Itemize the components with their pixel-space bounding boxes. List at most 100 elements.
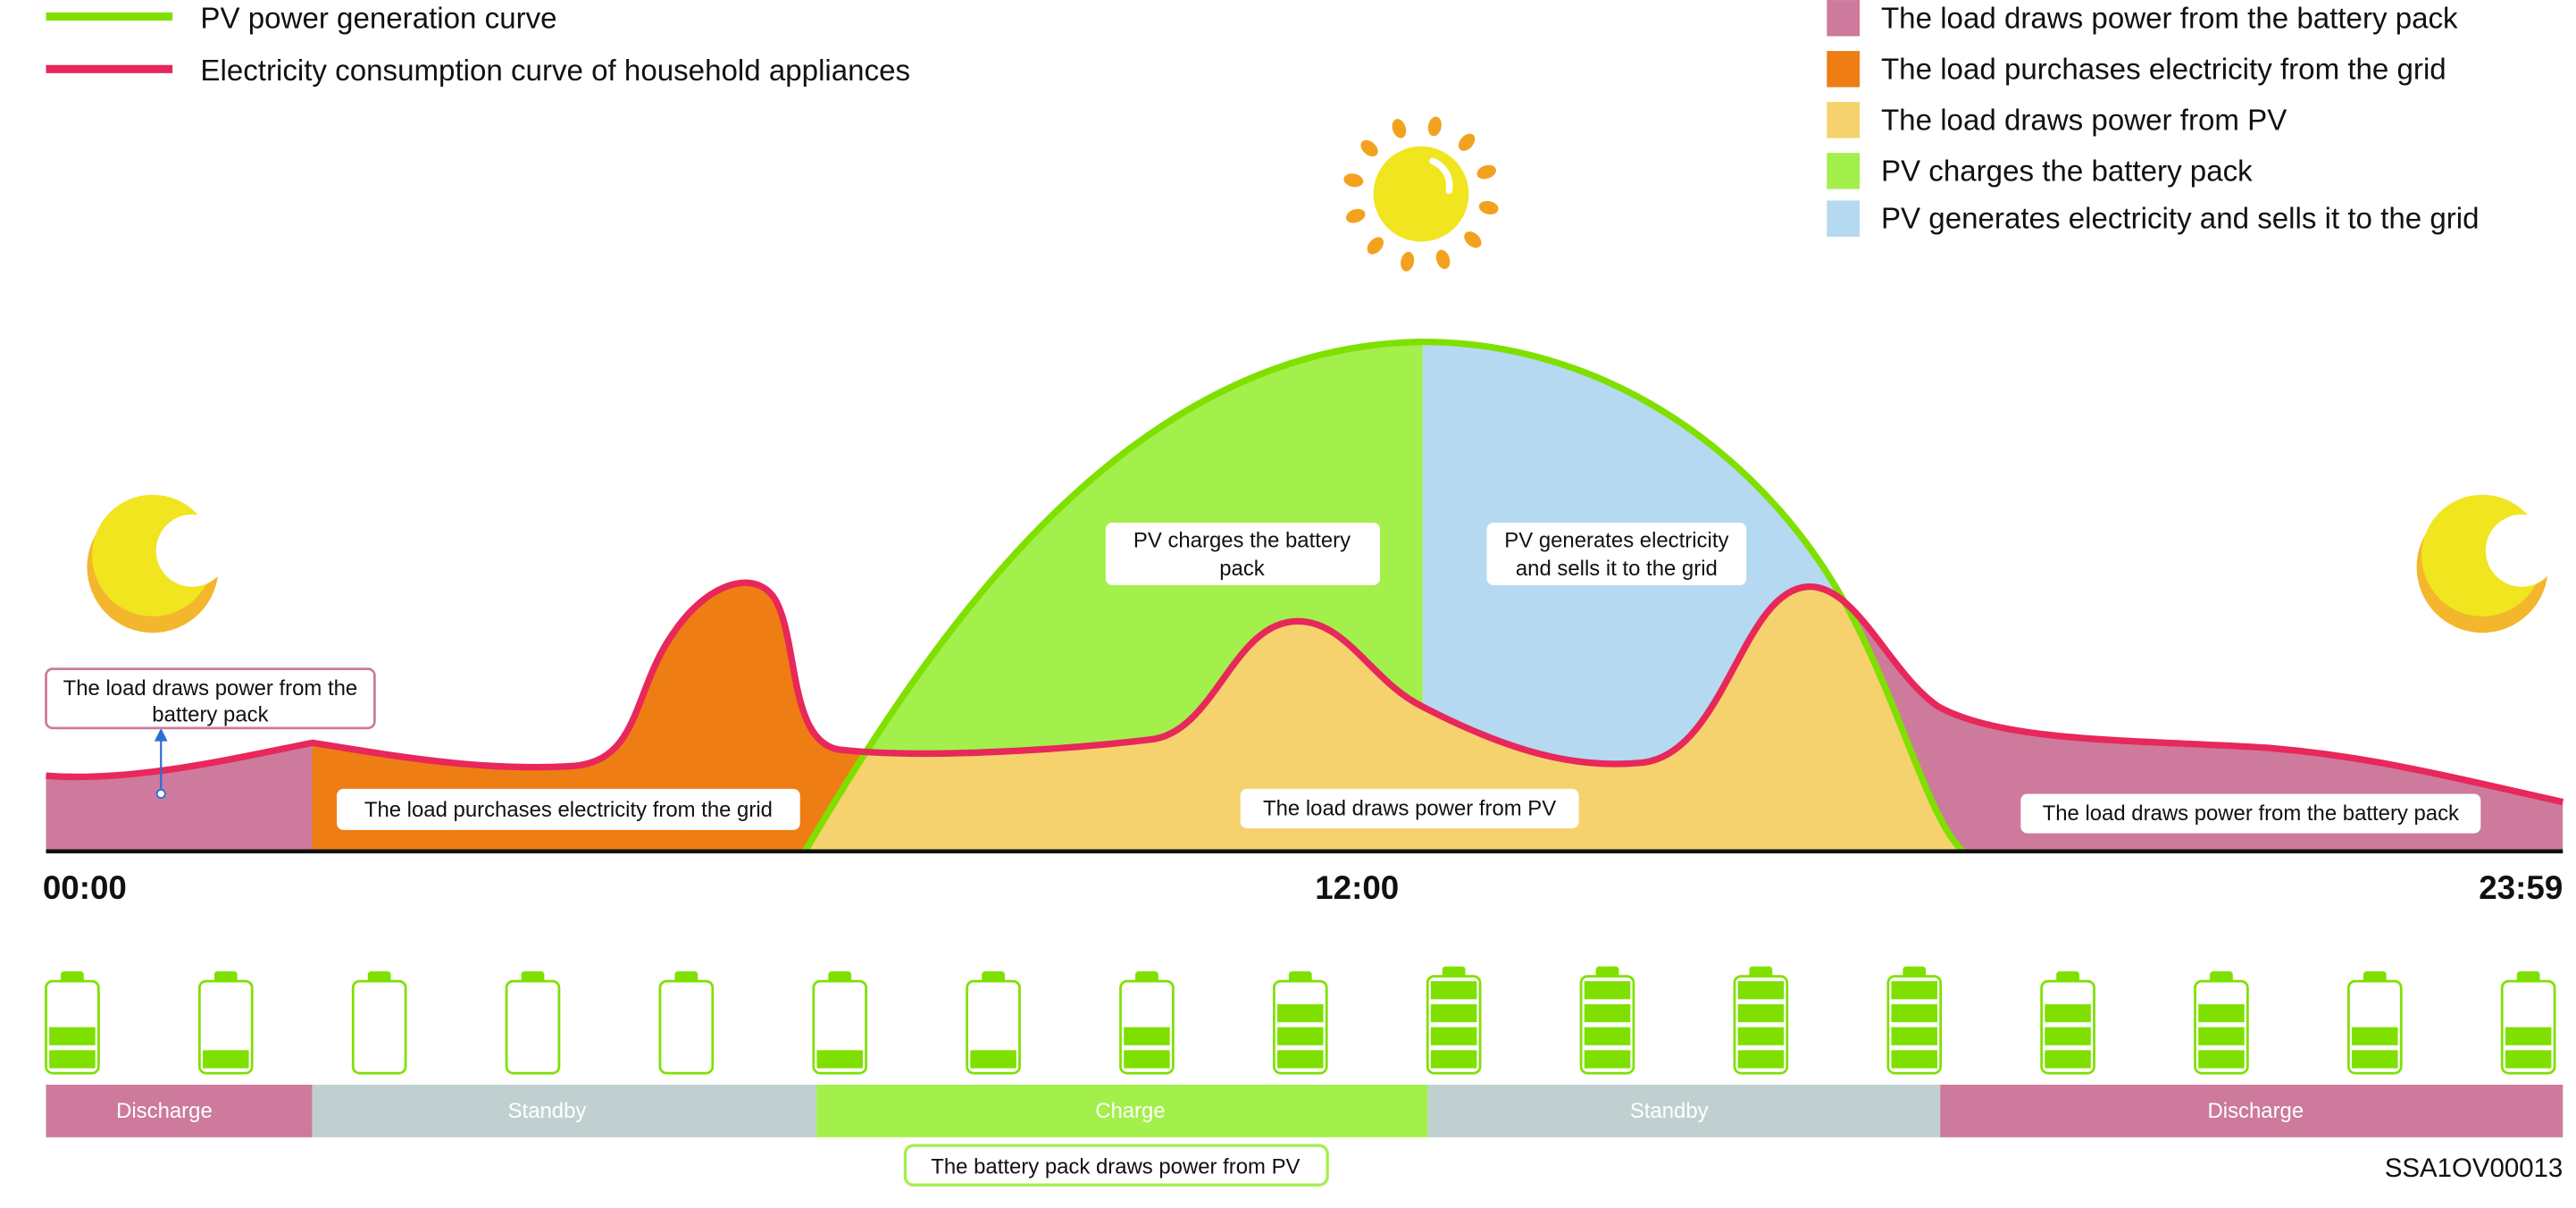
battery-level-segment <box>1891 981 1937 1000</box>
battery-icon <box>2040 971 2095 1075</box>
battery-icon <box>1733 966 1789 1075</box>
battery-icon <box>2346 971 2403 1075</box>
battery-level-segment <box>1737 981 1785 1000</box>
battery-row <box>45 966 2556 1075</box>
battery-level-segment <box>1430 1027 1477 1045</box>
label-text: The load draws power from the battery pa… <box>2043 801 2459 826</box>
battery-icon <box>658 971 715 1075</box>
battery-level-segment <box>2198 1027 2245 1045</box>
label-text: pack <box>1219 557 1265 581</box>
pv-legend-label: PV power generation curve <box>200 2 556 35</box>
arrow-up-icon <box>154 727 168 742</box>
battery-level-segment <box>203 1050 249 1069</box>
battery-icon <box>812 971 868 1075</box>
battery-icon <box>197 971 254 1075</box>
battery-level-segment <box>1891 1050 1937 1069</box>
battery-level-segment <box>2045 1050 2091 1069</box>
battery-level-segment <box>2352 1050 2398 1069</box>
battery-icon <box>1886 966 1943 1075</box>
sun-ray <box>1478 200 1499 214</box>
status-standby-2 <box>1427 1084 1941 1137</box>
legend-label-battery-load: The load draws power from the battery pa… <box>1881 2 2458 35</box>
battery-level-segment <box>2198 1003 2245 1023</box>
legend-label-pv-charge: PV charges the battery pack <box>1881 155 2253 188</box>
sun-ray <box>1367 237 1384 255</box>
label-text: PV generates electricity <box>1504 529 1728 553</box>
legend-label-grid-purchase: The load purchases electricity from the … <box>1881 53 2446 86</box>
sun-ray <box>1343 173 1364 188</box>
label-grid: The load purchases electricity from the … <box>337 788 800 830</box>
battery-level-segment <box>2045 1027 2091 1045</box>
battery-level-segment <box>1584 1050 1631 1069</box>
label-text: PV charges the battery <box>1133 529 1351 553</box>
status-discharge-2 <box>1940 1084 2563 1137</box>
status-standby-1 <box>312 1084 817 1137</box>
sun-ray <box>1464 231 1482 248</box>
battery-level-segment <box>1430 1050 1477 1069</box>
pv-generation-curve <box>802 338 1966 854</box>
battery-icon <box>1119 971 1175 1075</box>
battery-level-segment <box>2352 1027 2398 1045</box>
battery-level-segment <box>49 1050 96 1069</box>
legend-swatch-grid-purchase <box>1827 51 1861 88</box>
battery-level-segment <box>1737 1050 1785 1069</box>
battery-level-segment <box>1430 981 1477 1000</box>
battery-icon <box>966 971 1021 1075</box>
time-end: 23:59 <box>2479 869 2563 906</box>
legend-swatch-pv-load <box>1827 102 1861 138</box>
legend-lines: PV power generation curve Electricity co… <box>46 2 910 88</box>
legend-label-pv-sell: PV generates electricity and sells it to… <box>1881 203 2480 236</box>
sun-icon <box>1343 116 1499 272</box>
legend-swatch-battery-load <box>1827 0 1861 37</box>
sun-ray <box>1476 164 1496 180</box>
status-bar: Discharge Standby Charge Standby Dischar… <box>46 1084 2563 1137</box>
time-start: 00:00 <box>43 869 127 906</box>
battery-level-segment <box>49 1027 96 1045</box>
battery-level-segment <box>1737 1027 1785 1045</box>
battery-level-segment <box>1584 1027 1631 1045</box>
sun-ray <box>1360 139 1378 157</box>
label-pv-charge: PV charges the battery pack <box>1105 522 1380 585</box>
figure-id: SSA1OV00013 <box>2385 1153 2563 1183</box>
battery-icon <box>1272 971 1328 1075</box>
sun-ray <box>1427 116 1442 137</box>
moon-icon-left <box>87 494 229 633</box>
sun-ray <box>1392 119 1407 138</box>
battery-icon <box>1579 966 1635 1075</box>
status-label: Charge <box>1095 1099 1165 1123</box>
battery-icon <box>1426 966 1482 1075</box>
battery-level-segment <box>1277 1050 1324 1069</box>
battery-level-segment <box>1430 1003 1477 1023</box>
battery-level-segment <box>1737 1003 1785 1023</box>
legend-label-pv-load: The load draws power from PV <box>1881 104 2287 137</box>
load-consumption-curve <box>46 579 2564 806</box>
status-label: Discharge <box>2208 1099 2304 1123</box>
time-mid: 12:00 <box>1315 869 1399 906</box>
charge-note: The battery pack draws power from PV <box>903 1144 1329 1187</box>
battery-level-segment <box>1124 1027 1170 1045</box>
battery-level-segment <box>816 1050 863 1069</box>
battery-level-segment <box>1891 1003 1937 1023</box>
label-text: The load draws power from the <box>63 676 358 700</box>
label-battery-left: The load draws power from the battery pa… <box>45 667 376 799</box>
legend-swatch-pv-charge <box>1827 153 1861 189</box>
battery-level-segment <box>1584 1003 1631 1023</box>
label-pv-sell: PV generates electricity and sells it to… <box>1486 522 1747 585</box>
battery-level-segment <box>1124 1050 1170 1069</box>
battery-level-segment <box>1584 981 1631 1000</box>
status-charge <box>816 1084 1428 1137</box>
moon-icon-right <box>2416 494 2558 633</box>
label-battery-right: The load draws power from the battery pa… <box>2020 793 2481 834</box>
load-legend-label: Electricity consumption curve of househo… <box>200 55 910 88</box>
battery-level-segment <box>2045 1003 2091 1023</box>
battery-icon <box>351 971 407 1075</box>
battery-icon <box>2500 971 2556 1075</box>
status-label: Discharge <box>116 1099 213 1123</box>
battery-icon <box>45 971 100 1075</box>
battery-icon <box>505 971 561 1075</box>
legend-swatch-pv-sell <box>1827 200 1861 237</box>
label-text: The load purchases electricity from the … <box>364 798 773 822</box>
status-label: Standby <box>1630 1099 1709 1123</box>
battery-level-segment <box>2198 1050 2245 1069</box>
